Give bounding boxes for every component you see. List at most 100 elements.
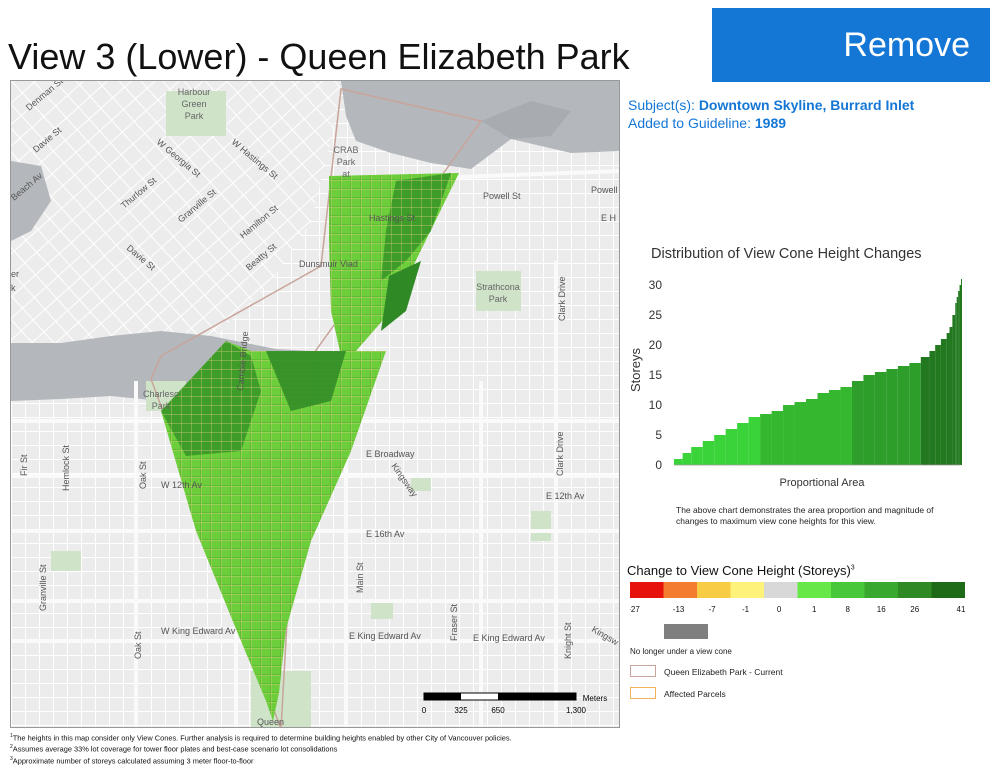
legend-swatch xyxy=(630,582,664,598)
street-label: E 12th Av xyxy=(546,491,585,501)
view-metadata: Subject(s): Downtown Skyline, Burrard In… xyxy=(628,96,914,132)
color-legend: -27 -13 -7 -1 0 1 8 16 26 41 xyxy=(630,582,966,614)
park-label: CRAB xyxy=(333,145,358,155)
view-cone-map[interactable]: Denman St Davie St Beach Av Thurlow St W… xyxy=(10,80,620,728)
legend-title: Change to View Cone Height (Storeys)3 xyxy=(627,563,855,578)
footnotes: 1The heights in this map consider only V… xyxy=(10,732,512,766)
legend-swatch xyxy=(663,582,697,598)
x-axis-label: Proportional Area xyxy=(780,477,866,489)
legend-swatch xyxy=(697,582,731,598)
street-label: Main St xyxy=(355,562,365,593)
park-label: at xyxy=(342,169,350,179)
chart-bar xyxy=(946,333,950,465)
chart-bar xyxy=(958,291,960,465)
chart-bar xyxy=(725,429,738,465)
chart-bar xyxy=(961,279,962,465)
chart-bar xyxy=(702,441,715,465)
legend-swatch xyxy=(797,582,831,598)
park-label: Park xyxy=(152,401,171,411)
affected-parcels-swatch xyxy=(630,687,656,699)
chart-bar xyxy=(929,351,936,465)
chart-bar xyxy=(771,411,784,465)
park-label: Strathcona xyxy=(476,282,520,292)
chart-bar xyxy=(886,369,898,465)
remove-button[interactable]: Remove xyxy=(712,8,990,82)
street-label: Powell xyxy=(591,185,618,195)
chart-bar xyxy=(806,399,818,465)
footnote-3: 3Approximate number of storeys calculate… xyxy=(10,755,254,765)
street-label: k xyxy=(11,283,16,293)
street-label: er xyxy=(11,269,19,279)
affected-parcels-label: Affected Parcels xyxy=(664,689,726,699)
chart-bar xyxy=(952,315,956,465)
subjects-label: Subject(s): xyxy=(628,97,695,113)
y-axis-label: Storeys xyxy=(628,347,643,392)
y-tick-label: 25 xyxy=(649,308,663,322)
chart-bar xyxy=(955,303,957,465)
chart-bar xyxy=(897,366,910,465)
legend-swatch xyxy=(931,582,965,598)
chart-bar xyxy=(682,453,692,465)
street-label: Powell St xyxy=(483,191,521,201)
chart-bar xyxy=(828,390,841,465)
chart-bar xyxy=(920,357,930,465)
chart-bar xyxy=(691,447,703,465)
street-label: Clark Drive xyxy=(555,431,565,476)
chart-bar xyxy=(748,417,761,465)
legend-tick-label: -27 xyxy=(630,605,640,614)
legend-tick-label: 16 xyxy=(877,605,886,614)
chart-title: Distribution of View Cone Height Changes xyxy=(651,246,922,262)
footnote-1: 1The heights in this map consider only V… xyxy=(10,733,512,743)
chart-bar xyxy=(674,459,683,465)
street-label: Queen xyxy=(257,717,284,727)
legend-swatch xyxy=(864,582,898,598)
legend-tick-label: 1 xyxy=(812,605,817,614)
legend-tick-label: -1 xyxy=(742,605,750,614)
legend-tick-label: -13 xyxy=(673,605,685,614)
chart-bar xyxy=(909,363,921,465)
street-label: Clark Drive xyxy=(557,276,567,321)
park-label: Harbour xyxy=(178,87,211,97)
y-tick-label: 15 xyxy=(649,368,663,382)
chart-bar xyxy=(737,423,749,465)
subjects-value: Downtown Skyline, Burrard Inlet xyxy=(698,97,915,113)
park-label: Park xyxy=(337,157,356,167)
page-title: View 3 (Lower) - Queen Elizabeth Park xyxy=(8,36,630,77)
street-label: E H xyxy=(601,213,616,223)
chart-bar xyxy=(935,345,941,465)
street-label: Oak St xyxy=(138,461,148,489)
chart-bar xyxy=(851,381,864,465)
current-boundary-swatch xyxy=(630,665,656,677)
street-label: Hemlock St xyxy=(61,444,71,491)
street-label: W King Edward Av xyxy=(161,626,236,636)
park-label: Park xyxy=(489,294,508,304)
chart-note: The above chart demonstrates the area pr… xyxy=(676,505,934,526)
chart-bar xyxy=(817,393,829,465)
chart-bar xyxy=(863,375,875,465)
footnote-2: 2Assumes average 33% lot coverage for to… xyxy=(10,744,338,754)
legend-tick-label: 26 xyxy=(910,605,919,614)
street-label: Hastings St xyxy=(369,213,416,223)
legend-tick-label: 0 xyxy=(777,605,782,614)
y-tick-label: 20 xyxy=(649,338,663,352)
park-label: Green xyxy=(181,99,206,109)
scale-tick: 325 xyxy=(454,706,468,715)
legend-tick-label: 8 xyxy=(846,605,851,614)
street-label: W 12th Av xyxy=(161,480,202,490)
no-longer-swatch xyxy=(664,624,708,639)
scale-tick: 650 xyxy=(491,706,505,715)
scale-tick: 1,300 xyxy=(566,706,587,715)
scale-unit: Meters xyxy=(583,694,607,703)
chart-bar xyxy=(874,372,887,465)
street-label: Granville St xyxy=(38,564,48,611)
street-label: E King Edward Av xyxy=(349,631,421,641)
street-label: Fir St xyxy=(19,454,29,476)
park-label: Charleso xyxy=(143,389,179,399)
chart-bar xyxy=(959,285,961,465)
legend-tick-label: 41 xyxy=(957,605,966,614)
street-label: Dunsmuir Viad xyxy=(299,259,358,269)
y-tick-label: 5 xyxy=(655,428,662,442)
legend-swatch xyxy=(831,582,865,598)
y-tick-label: 30 xyxy=(649,278,663,292)
no-longer-label: No longer under a view cone xyxy=(630,647,732,656)
